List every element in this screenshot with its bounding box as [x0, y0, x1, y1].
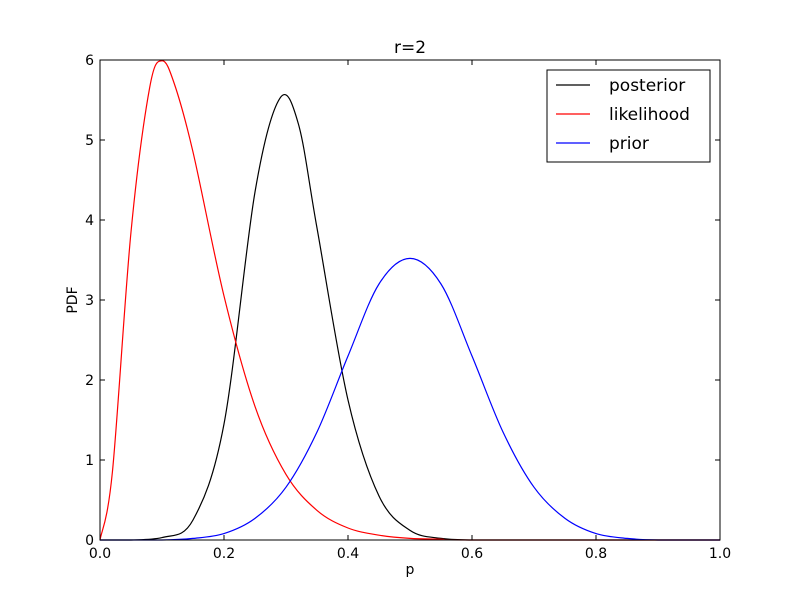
ticks-layer: 0.0 0.2 0.4 0.6 0.8 1.0 0 1 2 3 4 5 6 [85, 53, 731, 562]
x-tick-label: 0.8 [585, 546, 607, 562]
y-tick-label: 4 [85, 213, 94, 229]
x-tick-label: 0.2 [213, 546, 235, 562]
x-tick-label: 0.4 [337, 546, 359, 562]
y-tick-label: 2 [85, 373, 94, 389]
chart-title: r=2 [394, 38, 426, 58]
legend-label-likelihood: likelihood [609, 105, 690, 125]
y-tick-label: 1 [85, 453, 94, 469]
y-tick-label: 5 [85, 133, 94, 149]
x-tick-label: 1.0 [709, 546, 731, 562]
legend-label-posterior: posterior [609, 76, 685, 96]
x-tick-label: 0.6 [461, 546, 483, 562]
y-tick-label: 6 [85, 53, 94, 69]
y-axis-label: PDF [65, 286, 81, 313]
legend-label-prior: prior [609, 134, 649, 154]
y-tick-label: 0 [85, 533, 94, 549]
legend: posterior likelihood prior [546, 69, 711, 163]
x-tick-label: 0.0 [89, 546, 111, 562]
y-tick-label: 3 [85, 293, 94, 309]
series-line-prior [100, 257, 720, 541]
x-axis-label: p [406, 562, 415, 578]
series-line-likelihood [99, 60, 720, 541]
